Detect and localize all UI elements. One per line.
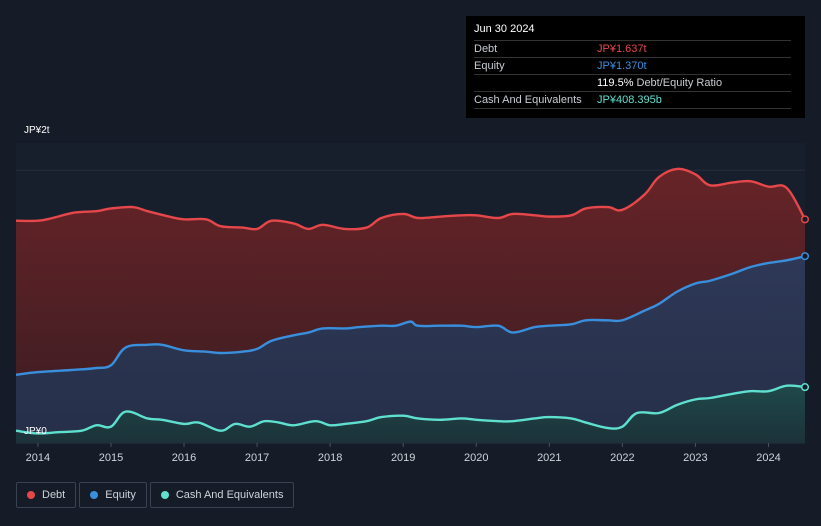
tooltip-ratio-label: Debt/Equity Ratio [636, 77, 723, 89]
x-tick-label: 2024 [756, 452, 780, 464]
cash-dot-icon [160, 491, 169, 499]
tooltip-equity-row: Equity JP¥1.370t [474, 57, 791, 74]
tooltip-cash-label: Cash And Equivalents [474, 94, 582, 106]
x-tick-label: 2014 [26, 452, 50, 464]
x-tick-label: 2020 [464, 452, 488, 464]
legend-debt-label: Debt [42, 489, 66, 501]
legend-cash[interactable]: Cash And Equivalents [149, 482, 295, 508]
tooltip-date: Jun 30 2024 [474, 23, 535, 35]
y-tick-label-top: JP¥2t [24, 125, 50, 136]
debt-dot-icon [27, 491, 35, 499]
x-tick-label: 2022 [610, 452, 634, 464]
tooltip-equity-value: JP¥1.370t [597, 60, 647, 72]
tooltip-panel: Jun 30 2024 Debt JP¥1.637t Equity JP¥1.3… [466, 16, 805, 118]
debt-line [15, 167, 807, 231]
cash-end-marker [800, 383, 810, 392]
legend-equity[interactable]: Equity [79, 482, 147, 508]
debt-end-marker [800, 215, 810, 224]
cash-line [15, 384, 806, 435]
y-tick-label-bottom: JP¥0 [24, 426, 47, 437]
tooltip-cash-row: Cash And Equivalents JP¥408.395b [474, 91, 791, 109]
x-tick-label: 2019 [391, 452, 415, 464]
x-tick-label: 2021 [537, 452, 561, 464]
tooltip-cash-value: JP¥408.395b [597, 94, 662, 106]
tooltip-debt-value: JP¥1.637t [597, 43, 647, 55]
legend-equity-label: Equity [105, 489, 136, 501]
x-tick-label: 2017 [245, 452, 269, 464]
tooltip-ratio-value: 119.5% [597, 77, 634, 89]
x-tick-label: 2023 [683, 452, 707, 464]
legend-debt[interactable]: Debt [16, 482, 77, 508]
equity-end-marker [800, 252, 810, 261]
tooltip-ratio-row: 119.5% Debt/Equity Ratio [474, 74, 791, 91]
equity-dot-icon [90, 491, 99, 499]
equity-line [15, 255, 806, 377]
chart-legend: Debt Equity Cash And Equivalents [16, 482, 295, 508]
x-tick-label: 2016 [172, 452, 196, 464]
legend-cash-label: Cash And Equivalents [175, 489, 284, 501]
x-tick-label: 2018 [318, 452, 342, 464]
tooltip-debt-row: Debt JP¥1.637t [474, 40, 791, 57]
tooltip-equity-label: Equity [474, 60, 505, 72]
equity-area [16, 256, 805, 443]
tooltip-debt-label: Debt [474, 43, 498, 55]
x-tick-label: 2015 [99, 452, 123, 464]
